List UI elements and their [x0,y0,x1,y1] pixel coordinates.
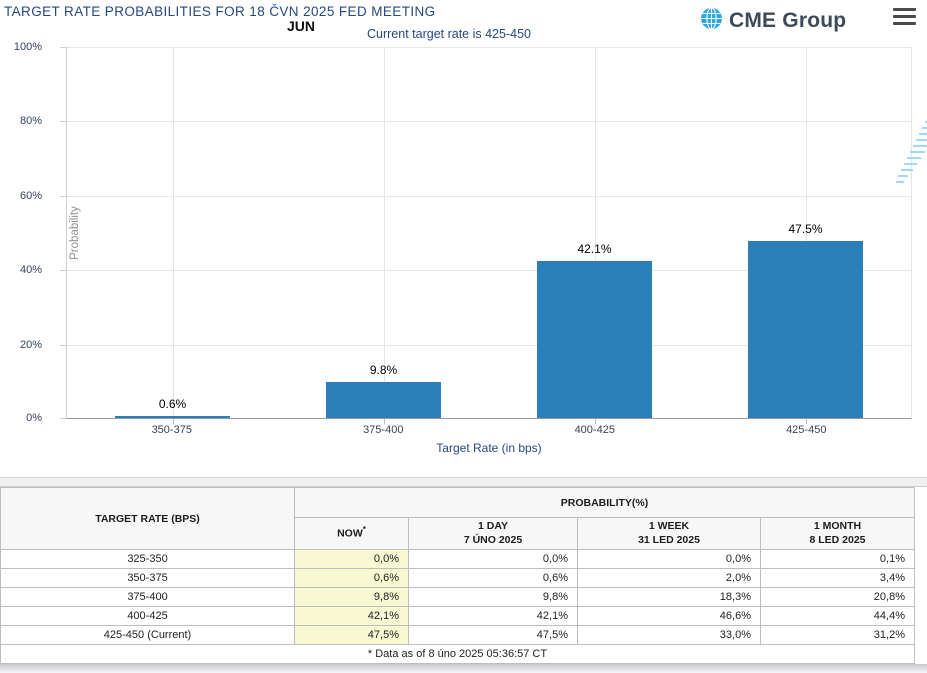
gridline [67,121,911,122]
bar[interactable] [326,381,441,418]
month-cell: 3,4% [760,568,915,588]
y-axis-tick: 40% [19,264,42,276]
col-group-header-probability: PROBABILITY(%) [294,487,915,518]
gridline [67,270,911,271]
rate-cell: 350-375 [0,568,295,588]
now-cell: 0,6% [294,568,409,588]
week-cell: 2,0% [577,568,761,588]
cme-group-logo[interactable]: CME Group [700,7,846,35]
bar-slot: 0.6% [67,47,278,424]
quikstrike-watermark-icon: Q [895,103,927,198]
rate-cell: 325-350 [0,549,295,569]
gridline [67,47,911,48]
y-axis-tick: 20% [19,339,42,351]
x-axis-labels: 350-375 375-400 400-425 425-450 [66,424,912,436]
week-cell: 18,3% [577,587,761,607]
meeting-month-label: JUN [287,18,316,34]
page-title: TARGET RATE PROBABILITIES FOR 18 ČVN 202… [4,4,436,19]
svg-text:Q: Q [925,112,927,193]
y-axis-tick: 0% [26,412,42,424]
y-axis-tick: 100% [13,41,42,53]
col-header-1month: 1 MONTH 8 LED 2025 [760,517,915,550]
bars-row: 0.6% 9.8% 42.1% 47.5% [67,47,911,424]
col-header-target-rate: TARGET RATE (BPS) [0,487,295,550]
bar-value-label: 47.5% [788,222,823,237]
table-row: 425-450 (Current) 47,5% 47,5% 33,0% 31,2… [0,625,915,645]
now-cell: 47,5% [294,625,409,645]
bar-value-label: 42.1% [577,242,612,257]
rate-cell: 375-400 [0,587,295,607]
col-header-1day: 1 DAY 7 ÚNO 2025 [408,517,578,550]
x-axis-tick: 400-425 [574,424,615,436]
day-cell: 47,5% [408,625,578,645]
bar-slot: 47.5% [700,47,911,424]
week-cell: 0,0% [577,549,761,569]
divider [0,477,927,487]
table-row: 325-350 0,0% 0,0% 0,0% 0,1% [0,549,915,569]
month-cell: 31,2% [760,625,915,645]
month-cell: 20,8% [760,587,915,607]
now-cell: 0,0% [294,549,409,569]
bar[interactable] [537,261,652,418]
x-axis-tick: 375-400 [363,424,404,436]
now-cell: 9,8% [294,587,409,607]
bar-value-label: 0.6% [158,396,187,411]
col-header-now: NOW* [294,517,409,550]
now-cell: 42,1% [294,606,409,626]
month-cell: 44,4% [760,606,915,626]
data-as-of-note: * Data as of 8 úno 2025 05:36:57 CT [0,644,915,664]
day-cell: 42,1% [408,606,578,626]
table-footnote-row: * Data as of 8 úno 2025 05:36:57 CT [0,644,915,664]
y-axis-tick: 60% [19,190,42,202]
bar-slot: 42.1% [489,47,700,424]
bar-slot: 9.8% [278,47,489,424]
table-row: 350-375 0,6% 0,6% 2,0% 3,4% [0,568,915,588]
day-cell: 0,6% [408,568,578,588]
gridline [67,345,911,346]
rate-cell: 425-450 (Current) [0,625,295,645]
globe-icon [700,7,723,35]
bar[interactable] [115,415,230,418]
menu-hamburger-icon[interactable] [893,8,916,25]
probability-table: TARGET RATE (BPS) PROBABILITY(%) NOW* 1 … [0,487,915,664]
table-row: 400-425 42,1% 42,1% 46,6% 44,4% [0,606,915,626]
col-header-1week: 1 WEEK 31 LED 2025 [577,517,761,550]
gridline [67,196,911,197]
day-cell: 0,0% [408,549,578,569]
bottom-scroll-strip [0,664,927,673]
x-axis-tick: 425-450 [786,424,827,436]
bar-value-label: 9.8% [369,362,398,377]
current-target-rate-label: Current target rate is 425-450 [367,27,531,41]
y-axis-tick: 80% [19,115,42,127]
bar[interactable] [748,241,863,418]
month-cell: 0,1% [760,549,915,569]
table-row: 375-400 9,8% 9,8% 18,3% 20,8% [0,587,915,607]
x-axis-title: Target Rate (in bps) [436,441,542,455]
probability-bar-chart: 100% 80% 60% 40% 20% 0% Probability 0.6%… [14,41,927,424]
x-axis-tick: 350-375 [151,424,192,436]
rate-cell: 400-425 [0,606,295,626]
day-cell: 9,8% [408,587,578,607]
week-cell: 46,6% [577,606,761,626]
week-cell: 33,0% [577,625,761,645]
brand-name: CME Group [729,9,847,32]
